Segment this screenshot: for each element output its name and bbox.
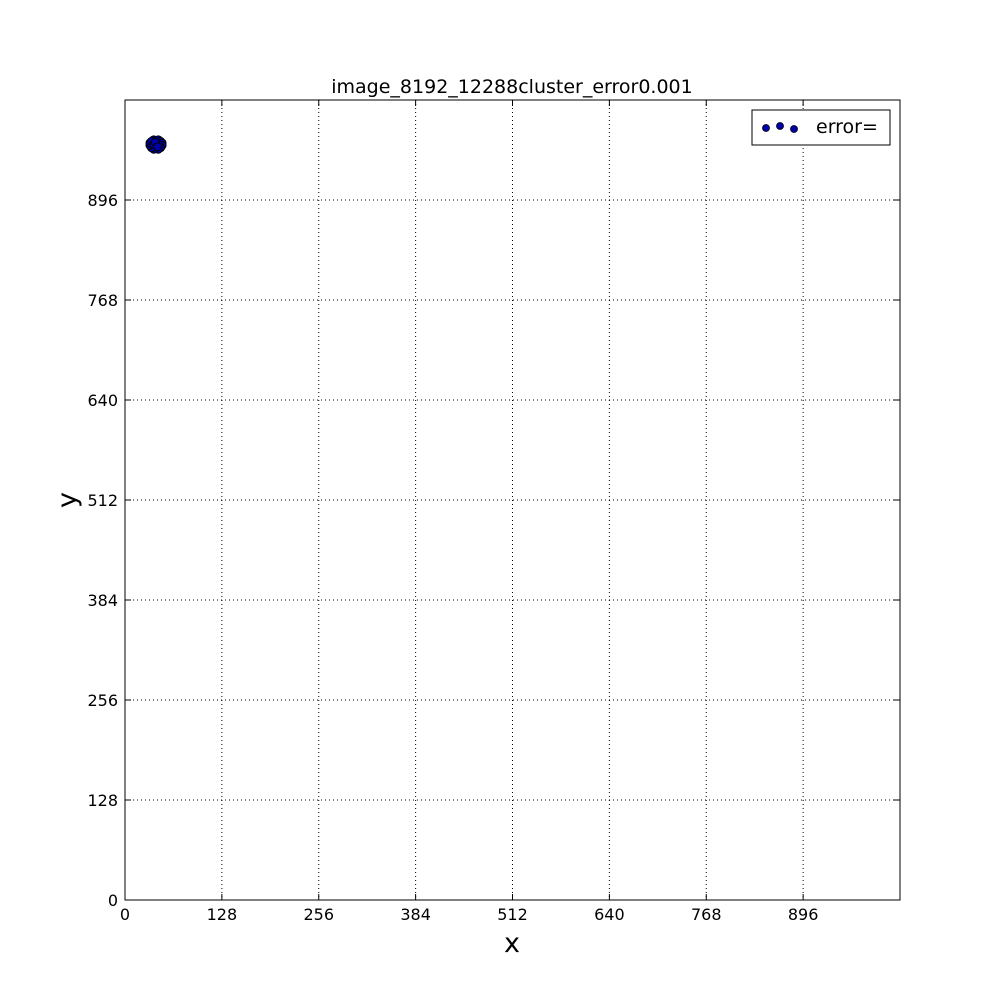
y-axis-title: y [52, 492, 83, 508]
legend-marker-dot [790, 125, 798, 133]
y-tick-label: 640 [87, 391, 118, 410]
data-points [145, 135, 167, 154]
x-tick-label: 128 [207, 905, 238, 924]
x-tick-label: 640 [594, 905, 625, 924]
x-tick-label: 384 [400, 905, 431, 924]
x-tick-label: 0 [120, 905, 130, 924]
x-axis-title: x [504, 928, 520, 959]
axis-tick-labels: 0 128 256 384 512 640 768 896 0 128 256 384 512 640 76… [87, 191, 818, 924]
y-tick-label: 384 [87, 591, 118, 610]
y-tick-label: 128 [87, 791, 118, 810]
y-tick-label: 768 [87, 291, 118, 310]
grid-lines [125, 100, 900, 900]
x-tick-label: 768 [691, 905, 722, 924]
y-tick-label: 256 [87, 691, 118, 710]
legend-box [751, 109, 891, 146]
plot-area-frame [124, 99, 901, 901]
y-tick-label: 512 [87, 491, 118, 510]
data-point [153, 142, 163, 152]
y-tick-label: 896 [87, 191, 118, 210]
chart-title: image_8192_12288cluster_error0.001 [331, 76, 692, 98]
x-tick-label: 512 [497, 905, 528, 924]
legend-marker-dot [762, 124, 770, 132]
y-tick-label: 0 [108, 891, 118, 910]
legend-label: error= [816, 116, 878, 138]
legend: error= [751, 109, 891, 146]
x-tick-label: 256 [303, 905, 334, 924]
x-tick-label: 896 [788, 905, 819, 924]
legend-marker-dot [776, 122, 784, 130]
